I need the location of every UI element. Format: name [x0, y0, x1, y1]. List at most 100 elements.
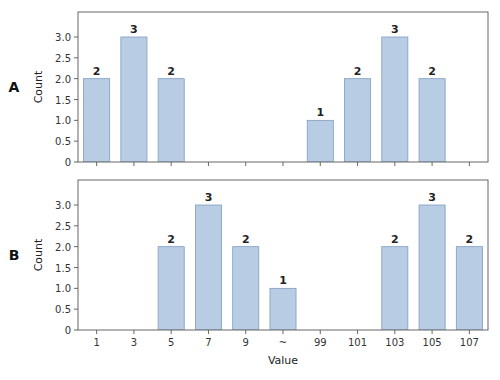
y-tick — [74, 120, 78, 121]
x-tick-label: 9 — [243, 337, 249, 348]
x-tick — [96, 330, 97, 334]
chart-container: 2 3 2 1 2 3 2 0 0.5 1.0 1.5 2.0 2.5 3.0 Count A 2 3 2 1 2 3 2 0… — [0, 0, 500, 380]
y-tick-label: 2.5 — [55, 221, 71, 232]
y-tick — [74, 330, 78, 331]
data-label: 2 — [93, 65, 101, 78]
x-tick — [133, 162, 134, 166]
x-tick — [208, 330, 209, 334]
bar — [456, 247, 482, 330]
x-tick — [469, 330, 470, 334]
y-tick — [74, 162, 78, 163]
y-tick-label: 2.0 — [55, 242, 71, 253]
bar — [158, 247, 184, 330]
x-tick — [357, 330, 358, 334]
x-tick-label: 3 — [131, 337, 137, 348]
bar — [419, 79, 445, 162]
y-axis-label: Count — [32, 70, 45, 103]
panel: 232123200.51.01.52.02.53.0CountA — [9, 12, 488, 168]
data-label: 2 — [242, 233, 250, 246]
x-tick — [245, 162, 246, 166]
y-tick — [74, 225, 78, 226]
plot-frame — [78, 180, 488, 330]
y-tick-label: 0.5 — [55, 304, 71, 315]
bar — [84, 79, 110, 162]
y-tick-label: 3.0 — [55, 32, 71, 43]
x-tick-label: ~ — [279, 337, 287, 348]
bar — [382, 247, 408, 330]
y-tick-label: 2.5 — [55, 53, 71, 64]
x-tick — [283, 330, 284, 334]
data-label: 3 — [428, 191, 436, 204]
x-tick — [432, 330, 433, 334]
bar — [158, 79, 184, 162]
x-tick — [394, 162, 395, 166]
data-label: 2 — [354, 65, 362, 78]
data-label: 1 — [279, 274, 287, 287]
y-tick — [74, 99, 78, 100]
data-label: 2 — [428, 65, 436, 78]
x-tick-label: 101 — [348, 337, 367, 348]
plot-frame — [78, 12, 488, 162]
data-label: 1 — [316, 106, 324, 119]
panel: 2 3 2 1 2 3 2 0 0.5 1.0 1.5 2.0 2.5 3.0 1 3 5 7 9 ~99 101 103… — [9, 180, 488, 367]
x-tick — [133, 330, 134, 334]
chart-svg: 2 3 2 1 2 3 2 0 0.5 1.0 1.5 2.0 2.5 3.0 Count A 2 3 2 1 2 3 2 0… — [0, 0, 500, 380]
bar — [270, 288, 296, 330]
bar — [345, 79, 371, 162]
x-tick — [283, 162, 284, 166]
bar — [382, 37, 408, 162]
y-tick — [74, 288, 78, 289]
data-label: 2 — [466, 233, 474, 246]
x-tick-label: 103 — [385, 337, 404, 348]
y-tick-label: 1.5 — [55, 263, 71, 274]
x-tick — [394, 330, 395, 334]
y-tick — [74, 246, 78, 247]
y-tick — [74, 267, 78, 268]
x-tick-label: 105 — [423, 337, 442, 348]
y-tick — [74, 309, 78, 310]
x-tick-label: 5 — [168, 337, 174, 348]
x-tick — [320, 162, 321, 166]
y-tick-label: 1.0 — [55, 115, 71, 126]
data-label: 3 — [391, 23, 399, 36]
x-tick — [245, 330, 246, 334]
data-label: 3 — [205, 191, 213, 204]
y-tick-label: 2.0 — [55, 74, 71, 85]
y-tick-label: 0 — [65, 325, 71, 336]
y-tick-label: 1.0 — [55, 283, 71, 294]
x-tick — [96, 162, 97, 166]
y-tick — [74, 141, 78, 142]
x-tick — [469, 162, 470, 166]
x-tick-label: 7 — [205, 337, 211, 348]
y-tick-label: 1.5 — [55, 95, 71, 106]
bars — [84, 37, 446, 162]
x-tick — [432, 162, 433, 166]
bar — [307, 120, 333, 162]
x-tick — [208, 162, 209, 166]
x-tick — [171, 162, 172, 166]
bar — [121, 37, 147, 162]
y-tick-label: 3.0 — [55, 200, 71, 211]
x-axis-label: Value — [268, 354, 298, 367]
y-axis-label: Count — [32, 238, 45, 271]
data-label: 2 — [167, 233, 175, 246]
x-tick — [171, 330, 172, 334]
data-label: 2 — [391, 233, 399, 246]
data-label: 2 — [167, 65, 175, 78]
y-tick-label: 0.5 — [55, 136, 71, 147]
panel-label: B — [9, 247, 20, 263]
bar — [419, 205, 445, 330]
y-tick — [74, 205, 78, 206]
y-tick — [74, 57, 78, 58]
panel-label: A — [9, 79, 20, 95]
bar — [233, 247, 259, 330]
data-label: 3 — [130, 23, 138, 36]
y-tick — [74, 37, 78, 38]
bars — [158, 205, 482, 330]
x-tick-label: 1 — [93, 337, 99, 348]
x-tick — [320, 330, 321, 334]
x-tick-label: 99 — [314, 337, 327, 348]
y-tick — [74, 78, 78, 79]
x-tick-label: 107 — [460, 337, 479, 348]
bar — [195, 205, 221, 330]
